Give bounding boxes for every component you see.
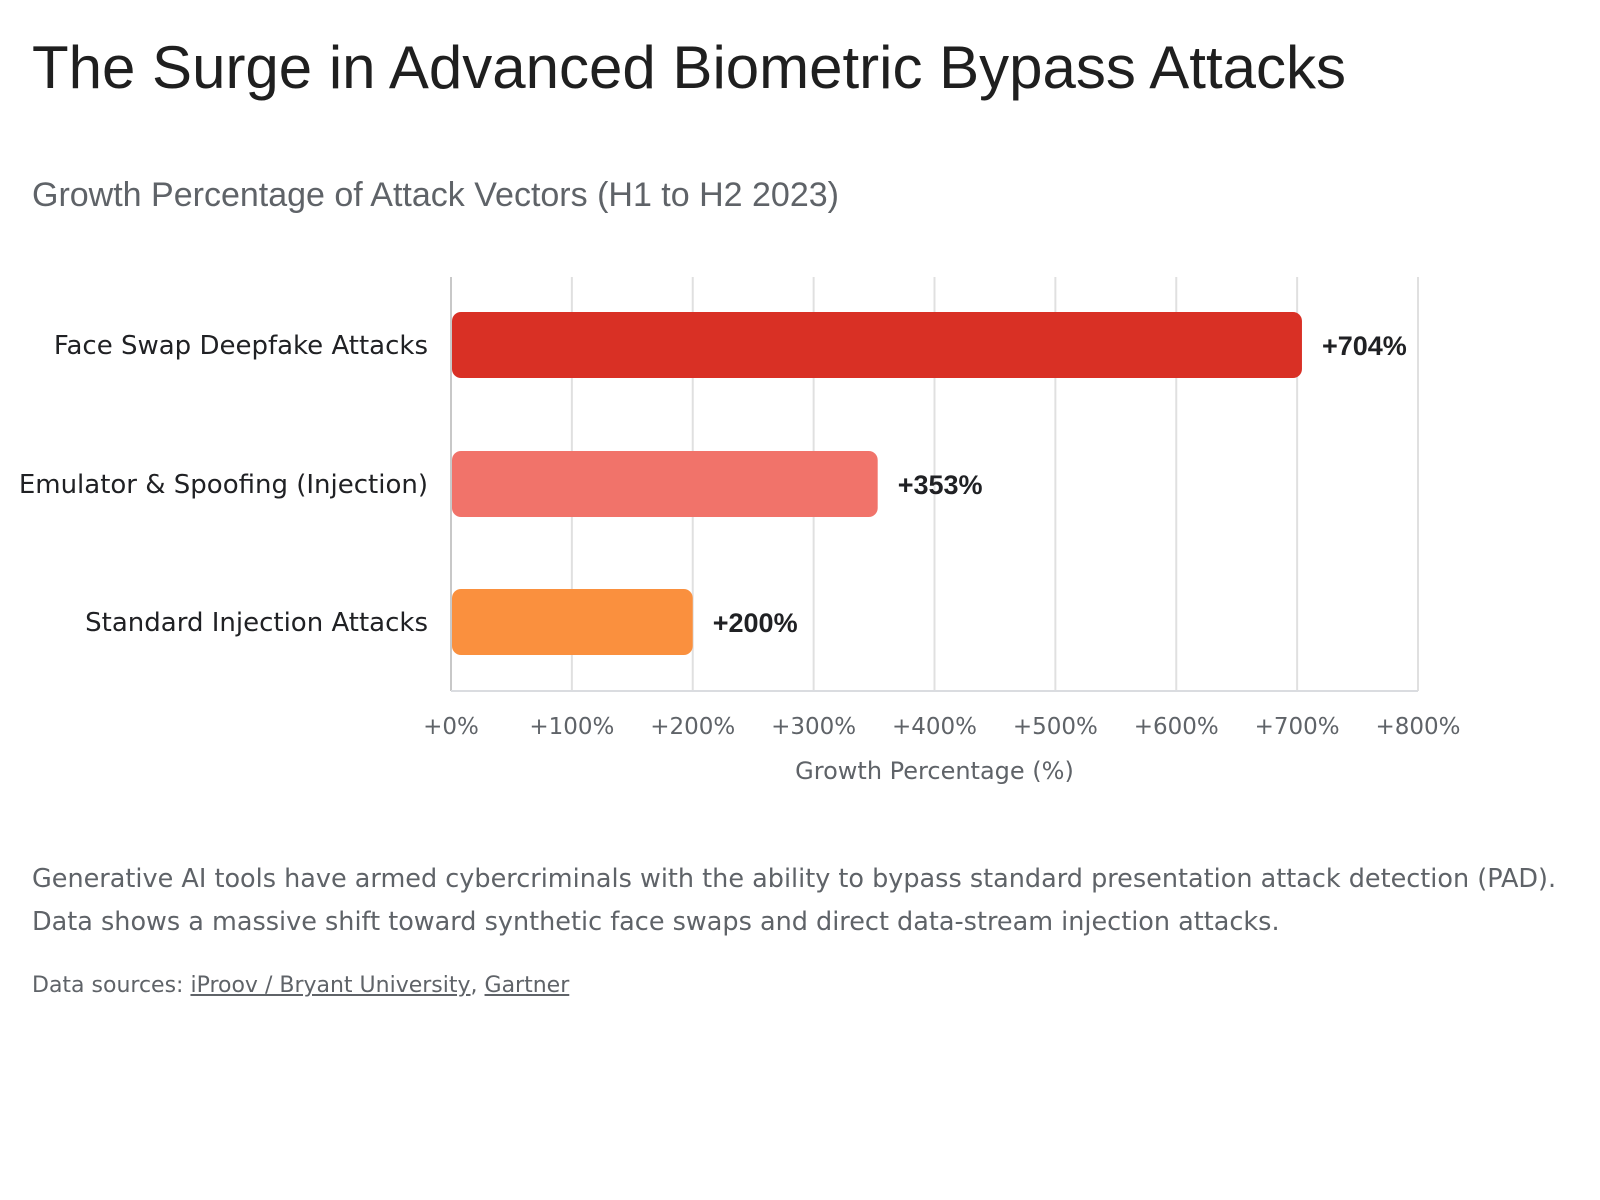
sources-separator: , — [470, 973, 485, 998]
sources-prefix: Data sources: — [32, 973, 191, 998]
x-tick-label: +300% — [771, 714, 856, 740]
bar — [452, 451, 878, 517]
bar — [452, 312, 1302, 378]
x-tick-label: +200% — [650, 714, 735, 740]
bar-value-label: +353% — [898, 470, 983, 500]
source-link-iproov[interactable]: iProov / Bryant University — [190, 973, 471, 998]
chart-subtitle: Growth Percentage of Attack Vectors (H1 … — [32, 176, 839, 214]
x-tick-label: +600% — [1134, 714, 1219, 740]
x-tick-label: +700% — [1255, 714, 1340, 740]
x-tick-label: +400% — [892, 714, 977, 740]
x-tick-label: +100% — [529, 714, 614, 740]
bar-chart: +0% +100% +200% +300% +400% +500% +600% +700% +8… — [19, 277, 1461, 785]
x-tick-label: +500% — [1013, 714, 1098, 740]
y-category-label: Face Swap Deepfake Attacks — [54, 331, 428, 361]
source-link-gartner[interactable]: Gartner — [484, 973, 570, 998]
x-axis-title: Growth Percentage (%) — [795, 757, 1074, 785]
bar-value-label: +704% — [1322, 331, 1407, 361]
y-category-label: Emulator & Spoofing (Injection) — [19, 470, 428, 500]
labels: +0% +100% +200% +300% +400% +500% +600% +700% +8… — [19, 331, 1461, 740]
x-tick-label: +800% — [1375, 714, 1460, 740]
y-category-label: Standard Injection Attacks — [85, 608, 428, 638]
chart-description: Generative AI tools have armed cybercrim… — [32, 864, 1557, 937]
x-tick-label: +0% — [423, 714, 479, 740]
data-sources: Data sources: iProov / Bryant University… — [32, 968, 569, 1004]
bar-value-label: +200% — [713, 608, 798, 638]
bars — [452, 312, 1302, 655]
bar — [452, 589, 693, 655]
chart-title: The Surge in Advanced Biometric Bypass A… — [32, 34, 1346, 101]
